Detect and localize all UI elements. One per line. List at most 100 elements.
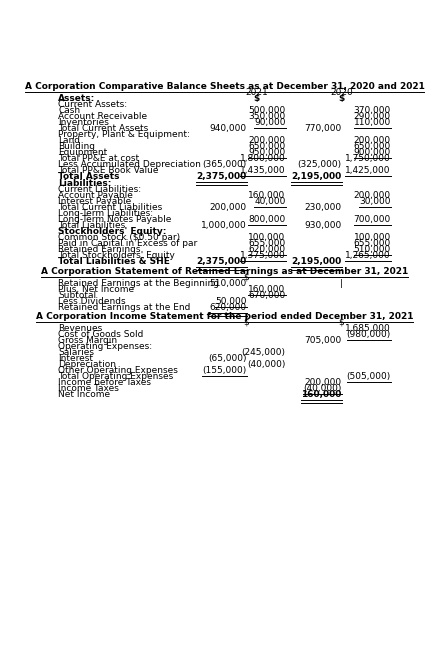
Text: 40,000: 40,000 xyxy=(254,197,286,206)
Text: 620,000: 620,000 xyxy=(248,245,286,254)
Text: Retained Earnings at the End: Retained Earnings at the End xyxy=(58,302,191,312)
Text: Revenues: Revenues xyxy=(58,324,102,333)
Text: 200,000: 200,000 xyxy=(353,136,391,145)
Text: Other Operating Expenses: Other Operating Expenses xyxy=(58,366,178,374)
Text: 290,000: 290,000 xyxy=(353,112,391,121)
Text: 2020: 2020 xyxy=(330,88,353,97)
Text: Total Current Liabilities: Total Current Liabilities xyxy=(58,202,162,212)
Text: Retained Earnings: Retained Earnings xyxy=(58,245,141,254)
Text: Subtotal: Subtotal xyxy=(58,291,96,300)
Text: 1,000,000: 1,000,000 xyxy=(201,221,247,230)
Text: Salaries: Salaries xyxy=(58,348,94,357)
Text: Paid in Capital in Excess of par: Paid in Capital in Excess of par xyxy=(58,239,198,248)
Text: 160,000: 160,000 xyxy=(301,389,342,398)
Text: Total Current Assets: Total Current Assets xyxy=(58,124,148,133)
Text: 655,000: 655,000 xyxy=(353,239,391,248)
Text: 510,000: 510,000 xyxy=(353,245,391,254)
Text: Current Assets:: Current Assets: xyxy=(58,100,127,109)
Text: Property, Plant & Equipment:: Property, Plant & Equipment: xyxy=(58,130,190,139)
Text: 200,000: 200,000 xyxy=(209,202,247,212)
Text: 700,000: 700,000 xyxy=(353,215,391,224)
Text: 900,000: 900,000 xyxy=(353,148,391,157)
Text: (365,000): (365,000) xyxy=(202,160,247,169)
Text: Total Operating Expenses: Total Operating Expenses xyxy=(58,372,173,381)
Text: 100,000: 100,000 xyxy=(248,233,286,242)
Text: 930,000: 930,000 xyxy=(304,221,342,230)
Text: A Corporation Statement of Retained Earnings as at December 31, 2021: A Corporation Statement of Retained Earn… xyxy=(41,267,408,276)
Text: Equipment: Equipment xyxy=(58,148,107,157)
Text: 650,000: 650,000 xyxy=(248,142,286,151)
Text: Retained Earnings at the Beginning: Retained Earnings at the Beginning xyxy=(58,279,219,288)
Text: 620,000: 620,000 xyxy=(209,302,247,312)
Text: (980,000): (980,000) xyxy=(346,330,391,339)
Text: Income before Taxes: Income before Taxes xyxy=(58,378,151,387)
Text: 200,000: 200,000 xyxy=(248,136,286,145)
Text: 1,685,000: 1,685,000 xyxy=(345,324,391,333)
Text: Current Liabilities:: Current Liabilities: xyxy=(58,185,141,194)
Text: 350,000: 350,000 xyxy=(248,112,286,121)
Text: 670,000: 670,000 xyxy=(248,291,286,300)
Text: $: $ xyxy=(339,318,344,326)
Text: 100,000: 100,000 xyxy=(353,233,391,242)
Text: (505,000): (505,000) xyxy=(346,372,391,381)
Text: Total PP&E at cost: Total PP&E at cost xyxy=(58,154,139,163)
Text: 160,000: 160,000 xyxy=(248,285,286,294)
Text: (155,000): (155,000) xyxy=(202,366,247,374)
Text: |: | xyxy=(340,279,343,288)
Text: 500,000: 500,000 xyxy=(248,106,286,115)
Text: Total Liabilities & SHE: Total Liabilities & SHE xyxy=(58,257,170,266)
Text: 2,195,000: 2,195,000 xyxy=(291,172,342,181)
Text: 940,000: 940,000 xyxy=(209,124,247,133)
Text: 1,750,000: 1,750,000 xyxy=(345,154,391,163)
Text: Common Stock ($0.50 par): Common Stock ($0.50 par) xyxy=(58,233,180,242)
Text: Long-Term Notes Payable: Long-Term Notes Payable xyxy=(58,215,172,224)
Text: 110,000: 110,000 xyxy=(353,118,391,127)
Text: Liabilities:: Liabilities: xyxy=(58,179,112,188)
Text: Inventories: Inventories xyxy=(58,118,109,127)
Text: $: $ xyxy=(244,318,249,326)
Text: Less Accumulated Depreciation: Less Accumulated Depreciation xyxy=(58,160,201,169)
Text: (245,000): (245,000) xyxy=(242,348,286,357)
Text: $: $ xyxy=(244,273,249,282)
Text: Building: Building xyxy=(58,142,95,151)
Text: 1,375,000: 1,375,000 xyxy=(240,251,286,260)
Text: 200,000: 200,000 xyxy=(304,378,342,387)
Text: Net Income: Net Income xyxy=(58,389,110,398)
Text: $: $ xyxy=(339,94,345,103)
Text: 30,000: 30,000 xyxy=(359,197,391,206)
Text: 230,000: 230,000 xyxy=(304,202,342,212)
Text: Less Dividends: Less Dividends xyxy=(58,297,126,306)
Text: 800,000: 800,000 xyxy=(248,215,286,224)
Text: Gross Margin: Gross Margin xyxy=(58,336,117,345)
Text: 1,265,000: 1,265,000 xyxy=(345,251,391,260)
Text: Depreciation: Depreciation xyxy=(58,360,116,369)
Text: (40,000): (40,000) xyxy=(247,360,286,369)
Text: 650,000: 650,000 xyxy=(353,142,391,151)
Text: 705,000: 705,000 xyxy=(304,336,342,345)
Text: Total Stockholders' Equity: Total Stockholders' Equity xyxy=(58,251,175,260)
Text: Cash: Cash xyxy=(58,106,80,115)
Text: Interest: Interest xyxy=(58,354,93,363)
Text: 950,000: 950,000 xyxy=(248,148,286,157)
Text: 1,800,000: 1,800,000 xyxy=(240,154,286,163)
Text: $: $ xyxy=(254,94,260,103)
Text: Total Liabilities: Total Liabilities xyxy=(58,221,125,230)
Text: (40,000): (40,000) xyxy=(303,384,342,393)
Text: Total PP&E Book Value: Total PP&E Book Value xyxy=(58,166,159,175)
Text: 200,000: 200,000 xyxy=(353,191,391,200)
Text: 770,000: 770,000 xyxy=(304,124,342,133)
Text: 655,000: 655,000 xyxy=(248,239,286,248)
Text: Operating Expenses:: Operating Expenses: xyxy=(58,342,152,350)
Text: 90,000: 90,000 xyxy=(254,118,286,127)
Text: (65,000): (65,000) xyxy=(208,354,247,363)
Text: 2,195,000: 2,195,000 xyxy=(291,257,342,266)
Text: Interest Payable: Interest Payable xyxy=(58,197,131,206)
Text: A Corporation Comparative Balance Sheets as at December 31, 2020 and 2021: A Corporation Comparative Balance Sheets… xyxy=(25,82,424,91)
Text: 2,375,000: 2,375,000 xyxy=(196,172,247,181)
Text: Assets:: Assets: xyxy=(58,94,95,103)
Text: Total Assets: Total Assets xyxy=(58,172,120,181)
Text: Account Payable: Account Payable xyxy=(58,191,133,200)
Text: A Corporation Income Statement for the period ended December 31, 2021: A Corporation Income Statement for the p… xyxy=(36,312,413,321)
Text: 160,000: 160,000 xyxy=(248,191,286,200)
Text: 1,435,000: 1,435,000 xyxy=(240,166,286,175)
